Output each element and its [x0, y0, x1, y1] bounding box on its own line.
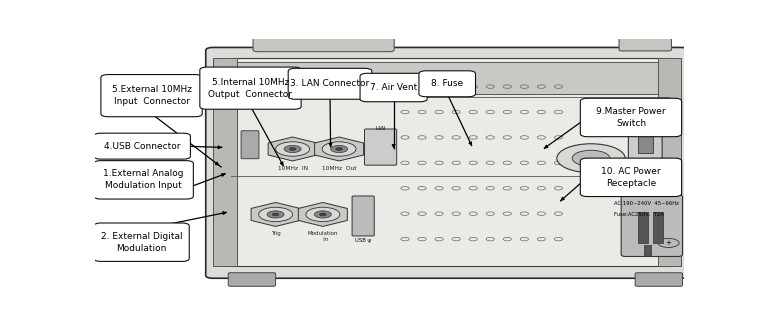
Circle shape [272, 213, 279, 216]
FancyBboxPatch shape [200, 67, 301, 109]
Text: 10. AC Power
Receptacle: 10. AC Power Receptacle [601, 167, 660, 188]
Text: USB ψ: USB ψ [355, 237, 371, 243]
Circle shape [322, 142, 356, 156]
FancyBboxPatch shape [619, 38, 671, 51]
Polygon shape [251, 202, 300, 226]
Text: AC:190~240V  45~66Hz: AC:190~240V 45~66Hz [614, 201, 679, 206]
FancyBboxPatch shape [581, 98, 682, 137]
FancyBboxPatch shape [241, 131, 259, 159]
FancyBboxPatch shape [621, 195, 682, 257]
Bar [230, 62, 669, 94]
Text: Trig: Trig [271, 231, 280, 237]
FancyBboxPatch shape [93, 133, 191, 159]
FancyBboxPatch shape [635, 273, 682, 286]
FancyBboxPatch shape [360, 73, 427, 102]
Text: 3. LAN Connector: 3. LAN Connector [290, 79, 369, 88]
Text: 5.External 10MHz
Input  Connector: 5.External 10MHz Input Connector [112, 85, 192, 106]
Bar [658, 58, 681, 266]
Bar [653, 212, 663, 243]
FancyBboxPatch shape [206, 47, 688, 278]
Text: 1.External Analog
Modulation Input: 1.External Analog Modulation Input [103, 169, 184, 190]
FancyBboxPatch shape [253, 37, 394, 52]
FancyBboxPatch shape [581, 158, 682, 197]
Bar [638, 123, 653, 153]
Polygon shape [299, 202, 347, 226]
Text: Fuse:AC250V,  T2A: Fuse:AC250V, T2A [614, 212, 664, 217]
Text: LAN: LAN [375, 126, 385, 131]
FancyBboxPatch shape [93, 161, 193, 199]
Text: 2. External Digital
Modulation: 2. External Digital Modulation [101, 232, 182, 253]
Circle shape [572, 150, 610, 166]
Circle shape [276, 142, 309, 156]
FancyBboxPatch shape [629, 119, 662, 159]
FancyBboxPatch shape [93, 223, 189, 261]
Text: 10MHz  Out: 10MHz Out [322, 166, 356, 171]
Circle shape [315, 211, 331, 218]
Circle shape [331, 145, 347, 153]
Text: 5.Internal 10MHz
Output  Connector: 5.Internal 10MHz Output Connector [208, 78, 293, 98]
FancyBboxPatch shape [101, 75, 202, 117]
Text: Modulation
   In: Modulation In [308, 231, 338, 242]
FancyBboxPatch shape [228, 273, 276, 286]
Circle shape [306, 207, 340, 222]
Text: +: + [666, 240, 671, 246]
Circle shape [290, 147, 296, 150]
Circle shape [258, 207, 293, 222]
Circle shape [284, 145, 301, 153]
Polygon shape [268, 137, 317, 161]
FancyBboxPatch shape [419, 71, 476, 97]
Circle shape [557, 144, 625, 173]
Text: 10MHz  IN: 10MHz IN [277, 166, 308, 171]
Text: 9.Master Power
Switch: 9.Master Power Switch [596, 107, 666, 128]
Text: 7. Air Vent: 7. Air Vent [370, 83, 417, 92]
Bar [644, 245, 651, 256]
Bar [638, 212, 648, 243]
FancyBboxPatch shape [365, 129, 397, 165]
Circle shape [336, 147, 343, 150]
FancyBboxPatch shape [352, 196, 374, 236]
Bar [230, 58, 669, 266]
FancyBboxPatch shape [288, 68, 372, 99]
Circle shape [319, 213, 326, 216]
Bar [213, 58, 237, 266]
Text: 4.USB Connector: 4.USB Connector [104, 142, 180, 151]
Polygon shape [315, 137, 363, 161]
Circle shape [267, 211, 284, 218]
Text: 8. Fuse: 8. Fuse [431, 79, 464, 88]
